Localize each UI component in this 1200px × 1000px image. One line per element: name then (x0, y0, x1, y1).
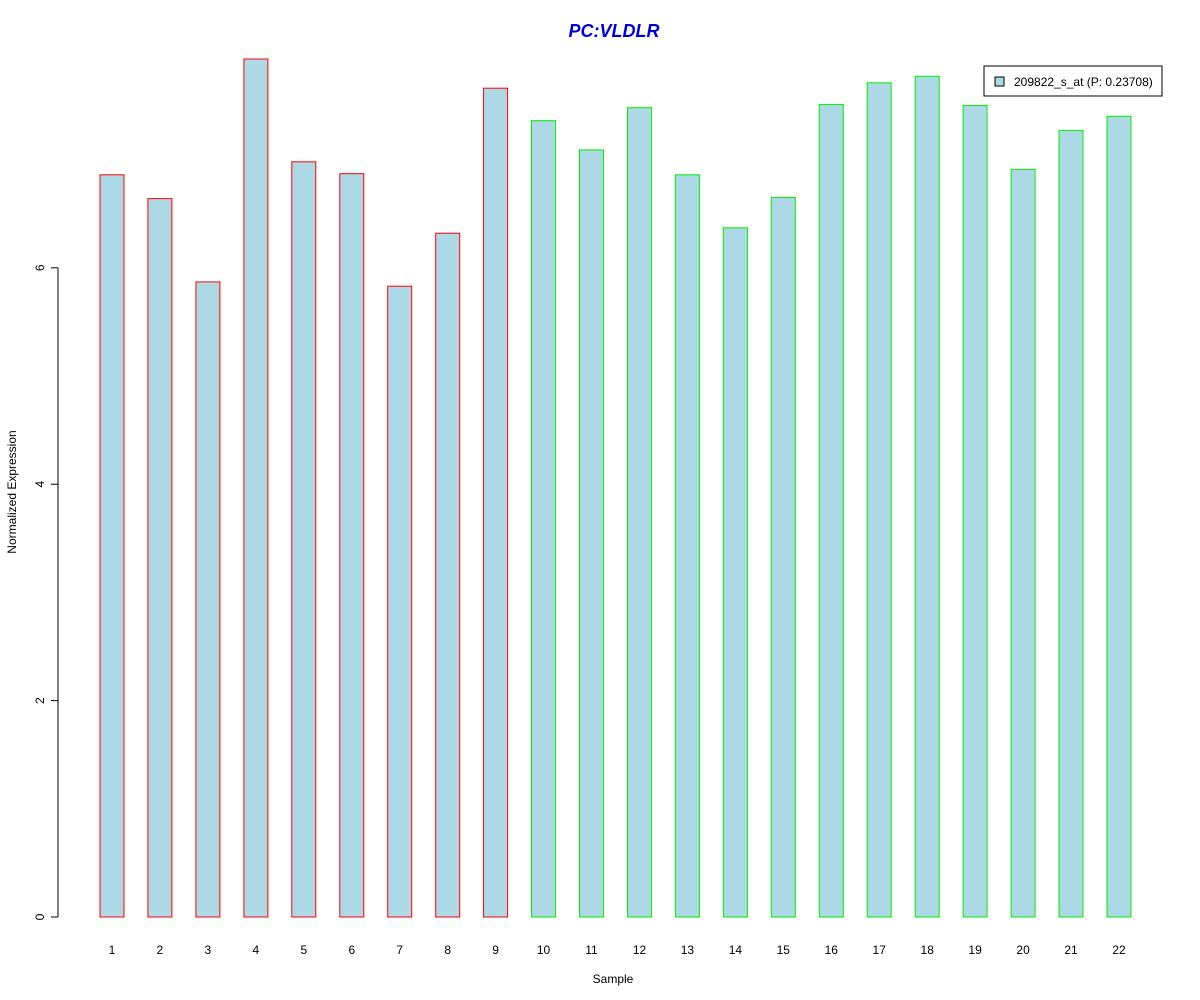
y-tick-label: 2 (33, 697, 47, 704)
bar-20 (1010, 168, 1036, 918)
bar-19 (962, 105, 988, 918)
chart-title: PC:VLDLR (569, 21, 660, 41)
x-tick-label: 21 (1064, 943, 1078, 957)
x-tick-label: 12 (633, 943, 647, 957)
x-tick-label: 3 (205, 943, 212, 957)
x-tick-label: 9 (492, 943, 499, 957)
bar-12 (627, 107, 652, 918)
bar-11 (579, 149, 604, 918)
x-tick-label: 2 (157, 943, 164, 957)
bar-4 (243, 58, 269, 918)
x-tick-label: 22 (1112, 943, 1126, 957)
y-axis: 0 2 4 6 (33, 264, 59, 920)
x-tick-label: 20 (1016, 943, 1030, 957)
x-tick-label: 16 (825, 943, 839, 957)
bar-16 (818, 103, 844, 918)
x-tick-labels: 1 2 3 4 5 6 7 8 9 10 11 12 13 14 15 16 17 18 19 20 21 22 (109, 943, 1126, 957)
y-axis-title: Normalized Expression (5, 430, 19, 553)
bar-8 (435, 232, 461, 918)
bar-9 (483, 87, 509, 918)
x-tick-label: 8 (444, 943, 451, 957)
bar-13 (674, 174, 700, 918)
bar-5 (291, 161, 317, 918)
x-tick-label: 6 (348, 943, 355, 957)
bar-2 (147, 198, 173, 918)
bar-15 (770, 197, 796, 918)
legend-box (983, 65, 1163, 97)
y-tick-label: 0 (33, 913, 47, 920)
legend-entry: 209822_s_at (P: 0.23708) (1014, 75, 1153, 89)
x-tick-label: 14 (729, 943, 743, 957)
bar-21 (1058, 129, 1084, 918)
x-tick-label: 13 (681, 943, 695, 957)
bar-14 (722, 227, 748, 918)
y-tick-label: 4 (33, 481, 47, 488)
legend: 209822_s_at (P: 0.23708) (983, 65, 1163, 97)
x-tick-label: 11 (585, 943, 598, 957)
x-axis-title: Sample (593, 972, 634, 986)
x-tick-label: 18 (921, 943, 935, 957)
x-tick-label: 10 (537, 943, 551, 957)
y-tick-label: 6 (33, 264, 47, 271)
bar-17 (866, 82, 892, 918)
x-tick-label: 7 (396, 943, 403, 957)
legend-swatch (994, 76, 1005, 87)
x-tick-label: 19 (968, 943, 982, 957)
bar-10 (531, 120, 556, 918)
bars-group (99, 58, 1132, 918)
bar-6 (339, 173, 365, 918)
bar-18 (914, 75, 940, 918)
x-tick-label: 5 (300, 943, 307, 957)
bar-3 (195, 281, 221, 918)
bar-1 (99, 174, 125, 918)
bar-22 (1106, 115, 1132, 918)
x-tick-label: 15 (777, 943, 791, 957)
bar-7 (387, 285, 413, 918)
x-tick-label: 17 (873, 943, 887, 957)
x-tick-label: 4 (253, 943, 260, 957)
x-tick-label: 1 (109, 943, 116, 957)
